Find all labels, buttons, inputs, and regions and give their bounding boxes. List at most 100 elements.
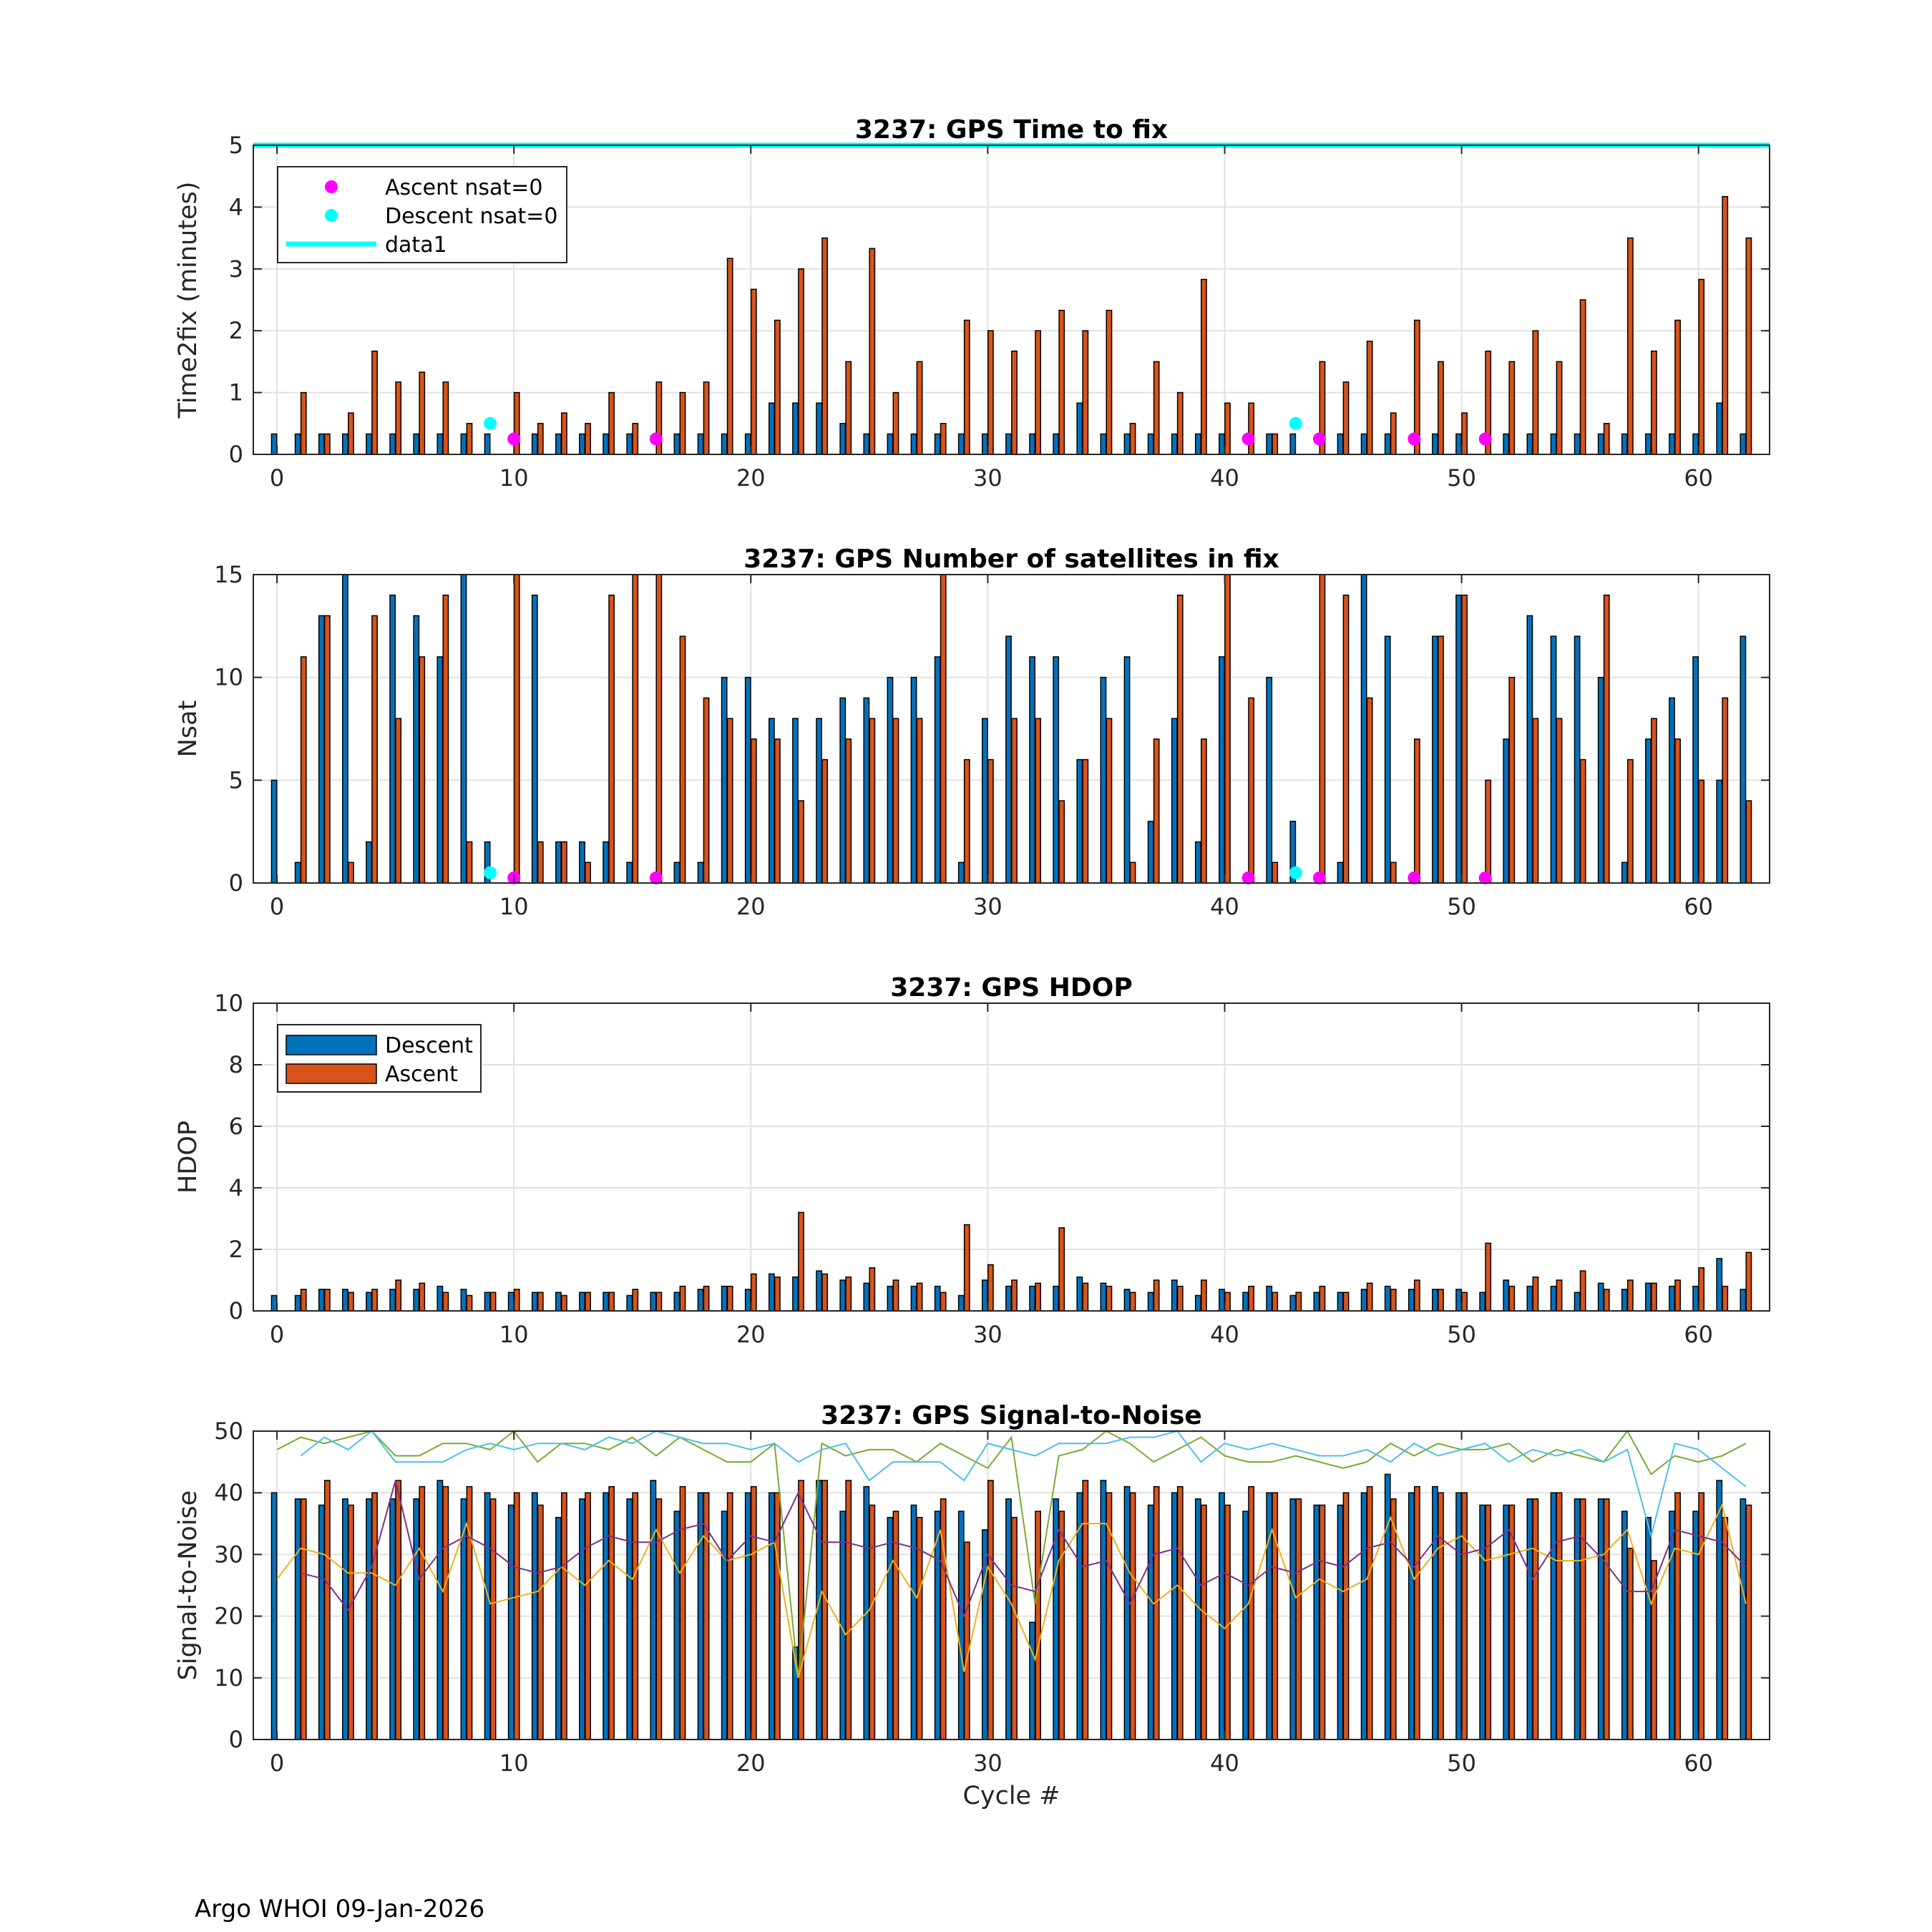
descent-bar	[957, 1511, 965, 1740]
descent-bar	[1147, 1504, 1154, 1740]
descent-bar	[1171, 1279, 1178, 1312]
y-tick-label: 10	[214, 1664, 243, 1692]
descent-bar	[366, 433, 372, 455]
descent-bar	[1597, 433, 1604, 455]
descent-bar	[1455, 1289, 1462, 1312]
ascent-bar	[1651, 718, 1657, 884]
ascent-bar	[419, 1282, 426, 1312]
descent-bar	[342, 433, 348, 455]
x-axis-label: Cycle #	[962, 1782, 1060, 1810]
descent-bar	[1219, 656, 1225, 884]
ascent-bar	[940, 423, 947, 455]
descent-bar	[1740, 1498, 1747, 1740]
ascent-bar	[537, 423, 544, 455]
ascent-bar	[679, 391, 686, 455]
ascent-bar	[1579, 1498, 1586, 1740]
ascent-bar	[1366, 1282, 1373, 1312]
ascent-bar	[323, 1480, 331, 1740]
legend-label: data1	[385, 233, 447, 258]
ascent-bar	[1058, 1227, 1065, 1312]
x-tick-label: 40	[1210, 1321, 1239, 1348]
descent-bar	[721, 433, 728, 455]
ascent-bar	[869, 1267, 876, 1312]
ascent-bar	[1626, 758, 1634, 884]
descent-bar	[673, 1292, 680, 1312]
ascent-bar	[537, 1292, 544, 1312]
ascent-bar	[1176, 1285, 1184, 1312]
ascent-bar	[371, 350, 378, 455]
ascent-bar	[1272, 1492, 1279, 1740]
descent-bar	[816, 718, 823, 884]
descent-bar	[1645, 433, 1652, 455]
descent-bar	[579, 841, 585, 884]
descent-bar	[342, 574, 348, 884]
descent-bar	[294, 862, 301, 884]
descent-bar	[626, 1498, 633, 1740]
ascent-bar	[608, 1292, 615, 1312]
ascent-bar	[1129, 423, 1136, 455]
ascent-bar	[1413, 1279, 1420, 1312]
descent-bar	[1147, 433, 1154, 455]
legend: Ascent nsat=0 Descent nsat=0 data1	[277, 166, 567, 263]
ascent-bar	[1485, 779, 1492, 884]
descent-bar	[673, 433, 680, 455]
ascent-bar	[1082, 758, 1089, 884]
descent-bar	[1100, 676, 1107, 884]
descent-bar	[1005, 1285, 1012, 1312]
ascent-bar	[679, 1485, 686, 1740]
y-tick-label: 5	[229, 766, 243, 794]
ascent-bar	[300, 656, 307, 884]
descent-bar	[1123, 1289, 1131, 1312]
descent-bar	[744, 676, 751, 884]
x-tick-label: 20	[736, 893, 766, 920]
ascent-bar	[892, 1279, 899, 1312]
ascent-bar	[940, 574, 947, 884]
ascent-bar	[1153, 738, 1160, 884]
descent-bar	[1360, 1289, 1367, 1312]
descent-bar	[1100, 1282, 1107, 1312]
descent-bar	[626, 1294, 633, 1312]
ascent-bar	[798, 268, 804, 455]
descent-bar	[1337, 1504, 1344, 1740]
ascent-bar	[987, 1480, 994, 1740]
descent-bar	[1123, 433, 1131, 455]
x-tick-label: 30	[973, 464, 1002, 492]
ascent-bar	[1106, 1285, 1113, 1312]
ascent-bar	[1224, 1504, 1231, 1740]
descent-bar	[1503, 1279, 1510, 1312]
ascent-bar	[1200, 738, 1207, 884]
x-tick-label: 20	[736, 1321, 766, 1348]
descent-bar	[721, 1285, 728, 1312]
ascent-bar	[798, 1480, 804, 1740]
descent-bar	[579, 1498, 585, 1740]
x-tick-label: 20	[736, 1750, 766, 1777]
ascent-nsat0-marker	[1241, 432, 1255, 446]
descent-bar	[366, 841, 372, 884]
ascent-bar	[489, 1292, 497, 1312]
ascent-bar	[1461, 1292, 1468, 1312]
legend-ascent-nsat0-symbol	[325, 180, 338, 193]
descent-bar	[1692, 1285, 1699, 1312]
ascent-nsat0-marker	[1241, 871, 1255, 884]
descent-nsat0-marker	[484, 416, 497, 430]
descent-bar	[602, 1492, 610, 1740]
ascent-bar	[1556, 1492, 1563, 1740]
descent-bar	[602, 1292, 610, 1312]
ascent-bar	[845, 1480, 852, 1740]
y-tick-label: 1	[229, 379, 243, 406]
descent-bar	[555, 1516, 562, 1740]
descent-bar	[555, 841, 562, 884]
ascent-bar	[1272, 433, 1279, 455]
descent-bar	[863, 1282, 870, 1312]
snr-line-cyan	[300, 1430, 1747, 1539]
y-tick-label: 50	[214, 1418, 243, 1445]
y-tick-label: 6	[229, 1113, 243, 1140]
ascent-bar	[1035, 718, 1042, 884]
ascent-bar	[1248, 402, 1254, 455]
descent-bar	[650, 1292, 657, 1312]
ascent-bar	[348, 1504, 354, 1740]
descent-bar	[1360, 574, 1367, 884]
descent-bar	[1219, 433, 1225, 455]
x-tick-label: 50	[1447, 464, 1476, 492]
ascent-bar	[371, 615, 378, 884]
